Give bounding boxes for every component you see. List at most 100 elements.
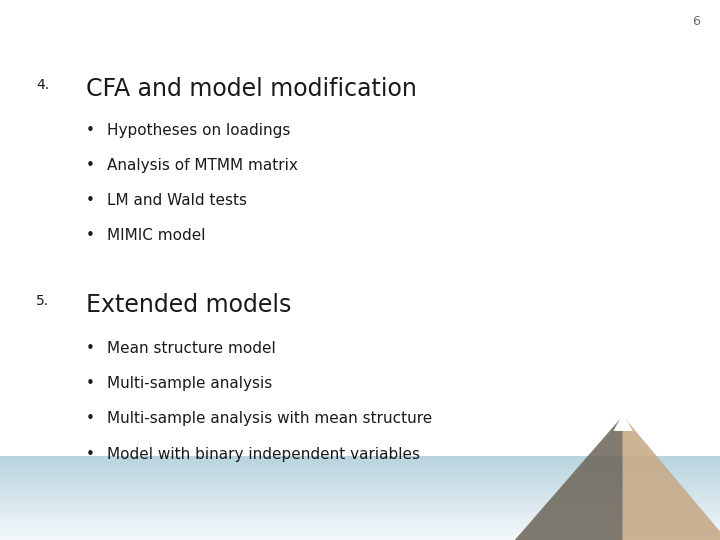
Bar xyxy=(0,529,720,530)
Bar xyxy=(0,534,720,535)
Text: Analysis of MTMM matrix: Analysis of MTMM matrix xyxy=(107,158,297,173)
Bar xyxy=(0,488,720,489)
Text: CFA and model modification: CFA and model modification xyxy=(86,77,418,100)
Bar xyxy=(0,539,720,540)
Bar xyxy=(0,494,720,495)
Bar xyxy=(0,483,720,484)
Bar xyxy=(0,501,720,502)
Bar xyxy=(0,469,720,470)
Text: 5.: 5. xyxy=(36,294,49,308)
Bar xyxy=(0,516,720,517)
Text: 4.: 4. xyxy=(36,78,49,92)
Bar xyxy=(0,538,720,539)
Bar xyxy=(0,458,720,460)
Bar xyxy=(0,497,720,498)
Bar xyxy=(0,481,720,482)
Bar xyxy=(0,505,720,507)
Text: •: • xyxy=(86,193,94,208)
Bar xyxy=(0,512,720,513)
Bar xyxy=(0,511,720,512)
Bar xyxy=(0,490,720,491)
Bar xyxy=(0,480,720,481)
Bar xyxy=(0,503,720,504)
Bar xyxy=(0,519,720,520)
Bar xyxy=(0,471,720,472)
Bar xyxy=(0,525,720,526)
Bar xyxy=(0,508,720,509)
Text: LM and Wald tests: LM and Wald tests xyxy=(107,193,246,208)
Bar xyxy=(0,514,720,515)
Bar xyxy=(0,496,720,497)
Bar xyxy=(0,526,720,528)
Polygon shape xyxy=(613,414,633,431)
Text: •: • xyxy=(86,376,94,392)
Bar xyxy=(0,537,720,538)
Bar xyxy=(0,463,720,464)
Bar xyxy=(0,461,720,462)
Bar xyxy=(0,528,720,529)
Bar xyxy=(0,491,720,492)
Bar xyxy=(0,472,720,473)
Bar xyxy=(0,500,720,501)
Bar xyxy=(0,484,720,485)
Bar xyxy=(0,492,720,493)
Bar xyxy=(0,535,720,536)
Bar xyxy=(0,473,720,474)
Bar xyxy=(0,536,720,537)
Bar xyxy=(0,487,720,488)
Bar xyxy=(0,498,720,499)
Text: Model with binary independent variables: Model with binary independent variables xyxy=(107,447,420,462)
Text: Mean structure model: Mean structure model xyxy=(107,341,275,356)
Text: •: • xyxy=(86,158,94,173)
Bar xyxy=(0,509,720,510)
Bar xyxy=(0,485,720,487)
Bar xyxy=(0,499,720,500)
Bar xyxy=(0,476,720,477)
Text: 6: 6 xyxy=(692,15,700,28)
Bar xyxy=(0,478,720,480)
Bar xyxy=(0,464,720,465)
Bar xyxy=(0,532,720,534)
Bar xyxy=(0,465,720,467)
Bar xyxy=(0,521,720,522)
Bar xyxy=(0,475,720,476)
Bar xyxy=(0,513,720,514)
Bar xyxy=(0,467,720,468)
Bar xyxy=(0,477,720,478)
Text: Multi-sample analysis with mean structure: Multi-sample analysis with mean structur… xyxy=(107,411,432,427)
Polygon shape xyxy=(515,416,623,540)
Bar xyxy=(0,510,720,511)
Text: •: • xyxy=(86,341,94,356)
Bar xyxy=(0,457,720,458)
Text: •: • xyxy=(86,123,94,138)
Bar xyxy=(0,456,720,457)
Bar xyxy=(0,507,720,508)
Text: Extended models: Extended models xyxy=(86,293,292,317)
Text: Multi-sample analysis: Multi-sample analysis xyxy=(107,376,272,392)
Bar xyxy=(0,530,720,531)
Bar xyxy=(0,517,720,518)
Text: •: • xyxy=(86,447,94,462)
Bar xyxy=(0,495,720,496)
Bar xyxy=(0,518,720,519)
Bar xyxy=(0,502,720,503)
Bar xyxy=(0,524,720,525)
Bar xyxy=(0,462,720,463)
Bar xyxy=(0,460,720,461)
Bar xyxy=(0,515,720,516)
Bar xyxy=(0,522,720,523)
Polygon shape xyxy=(623,416,720,540)
Text: •: • xyxy=(86,228,94,244)
Bar xyxy=(0,482,720,483)
Text: Hypotheses on loadings: Hypotheses on loadings xyxy=(107,123,290,138)
Text: MIMIC model: MIMIC model xyxy=(107,228,205,244)
Bar xyxy=(0,468,720,469)
Bar xyxy=(0,523,720,524)
Bar xyxy=(0,520,720,521)
Bar xyxy=(0,474,720,475)
Text: •: • xyxy=(86,411,94,427)
Bar xyxy=(0,493,720,494)
Bar xyxy=(0,531,720,532)
Bar xyxy=(0,470,720,471)
Bar xyxy=(0,504,720,505)
